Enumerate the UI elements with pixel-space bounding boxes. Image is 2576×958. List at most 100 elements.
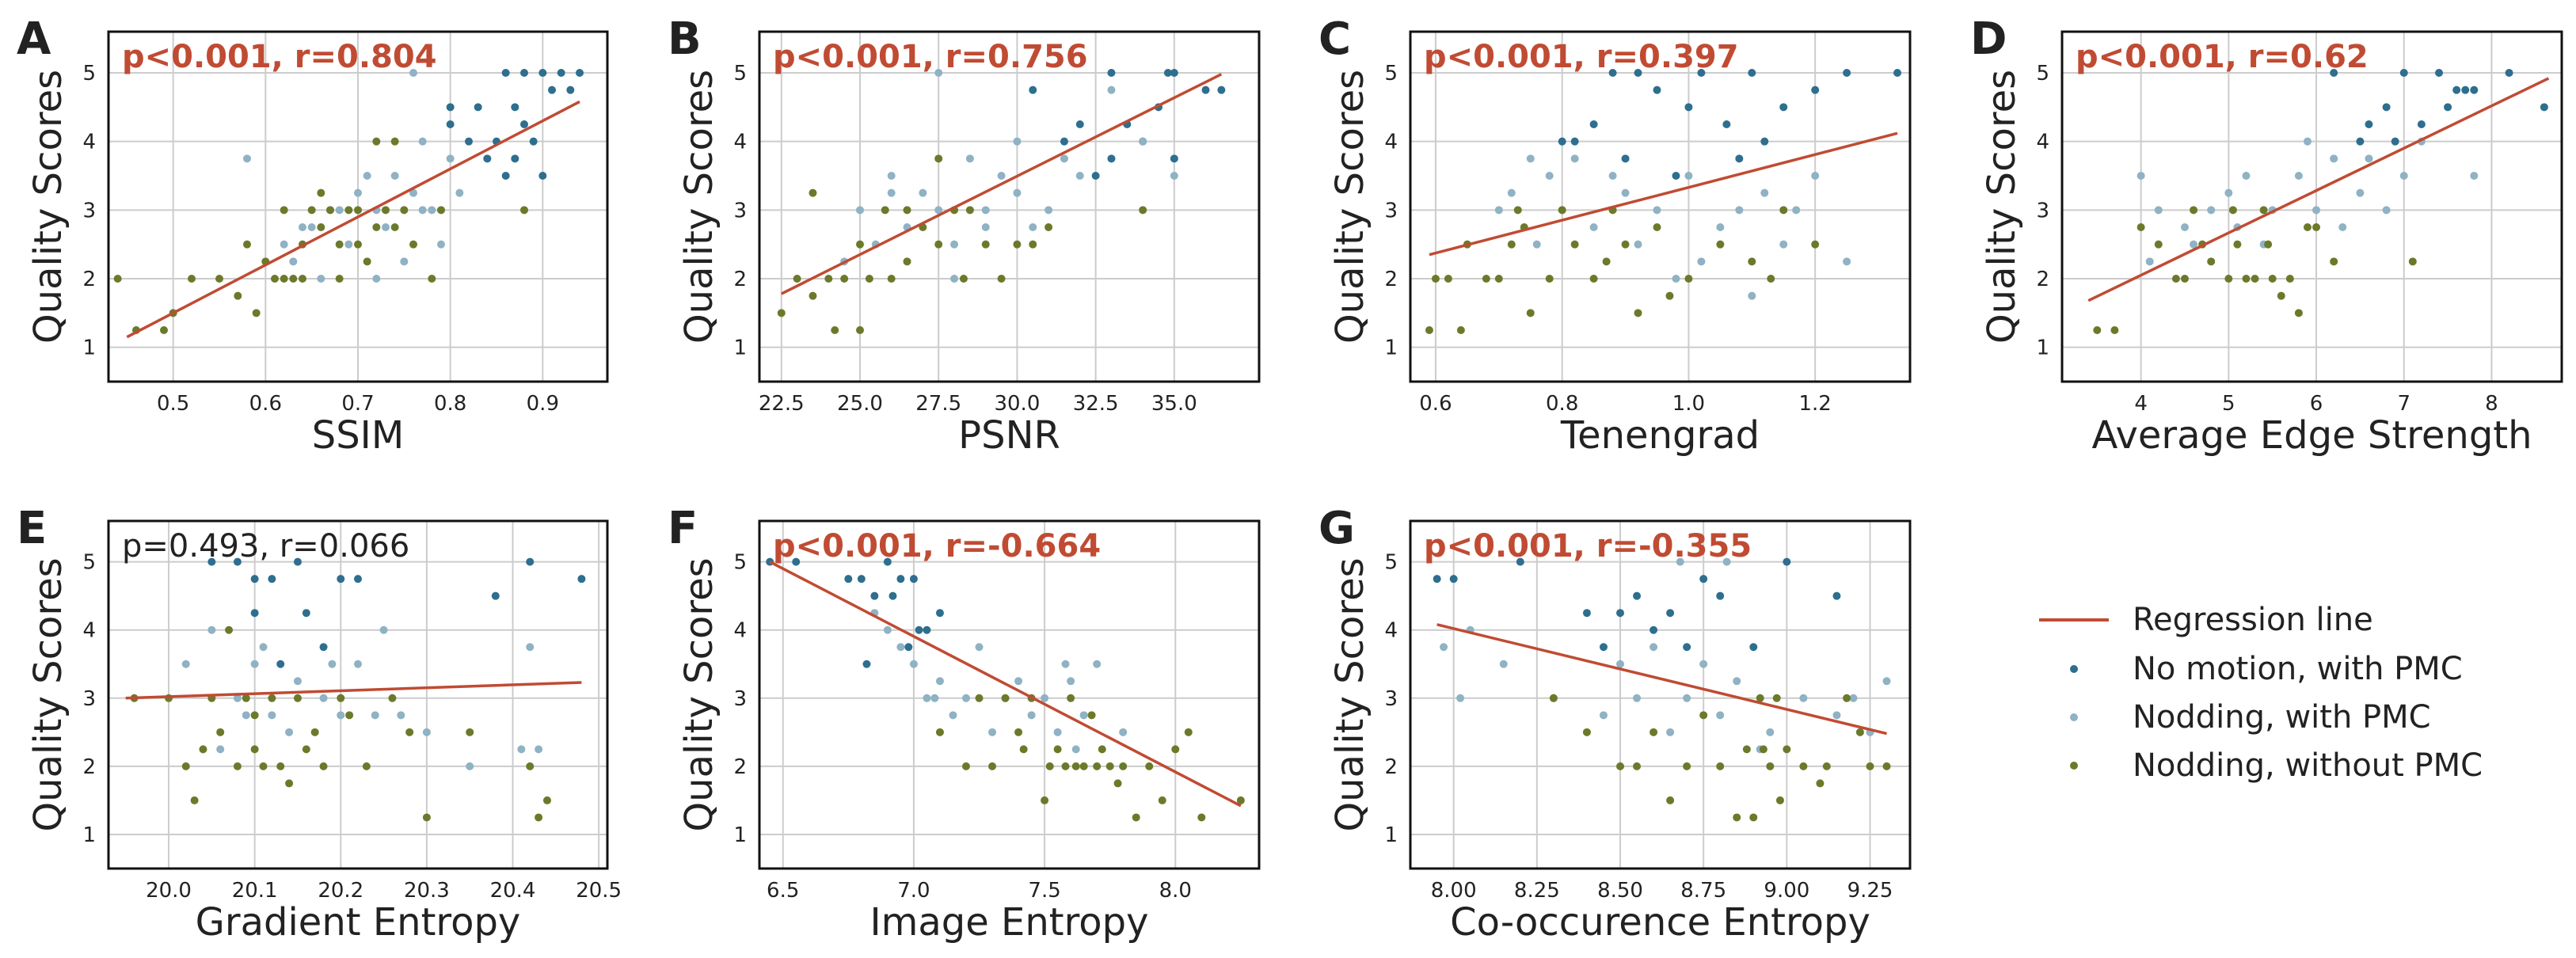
panel-c-point-no-motion-pmc <box>1558 137 1566 146</box>
panel-f-point-no-motion-pmc <box>888 591 897 600</box>
panel-c-point-nodding-pmc <box>1494 206 1503 215</box>
panel-c-point-nodding-pmc <box>1735 206 1744 215</box>
legend-nodding-pmc-label: Nodding, with PMC <box>2133 699 2431 736</box>
panel-e-point-nodding-pmc <box>319 694 328 702</box>
panel-a-point-nodding-pmc <box>344 240 353 249</box>
panel-d-point-nodding-pmc <box>2207 206 2216 215</box>
panel-g-point-no-motion-pmc <box>1749 643 1758 652</box>
panel-g-xtick-label: 8.25 <box>1514 879 1560 903</box>
panel-d-point-nodding-no-pmc <box>2330 257 2338 266</box>
panel-a-point-nodding-no-pmc <box>520 206 528 215</box>
panel-a-point-nodding-no-pmc <box>390 137 399 146</box>
panel-c-point-no-motion-pmc <box>1722 120 1731 128</box>
panel-c-point-no-motion-pmc <box>1843 69 1851 77</box>
panel-a-point-nodding-no-pmc <box>317 188 325 197</box>
panel-c-point-nodding-no-pmc <box>1602 257 1611 266</box>
panel-e-point-no-motion-pmc <box>207 557 216 566</box>
panel-g-point-no-motion-pmc <box>1683 643 1691 652</box>
panel-g: 1 2 3 4 5 8.00 8.25 8.50 8.75 9.00 9.25 p<0.001, r=… <box>1318 503 1912 945</box>
panel-e-letter: E <box>17 503 47 554</box>
panel-c-point-nodding-no-pmc <box>1570 240 1579 249</box>
panel-c-point-nodding-pmc <box>1634 240 1642 249</box>
panel-d-point-no-motion-pmc <box>2444 103 2452 112</box>
panel-e-point-nodding-pmc <box>285 728 294 736</box>
panel-g-point-nodding-pmc <box>1499 660 1508 668</box>
panel-d-point-nodding-pmc <box>2382 206 2391 215</box>
panel-f-plot-area <box>759 521 1259 869</box>
panel-c-point-nodding-pmc <box>1716 223 1725 231</box>
panel-f-point-nodding-pmc <box>1061 660 1070 668</box>
panel-a-point-nodding-no-pmc <box>160 326 168 334</box>
panel-b-point-nodding-pmc <box>934 69 943 77</box>
panel-f-point-no-motion-pmc <box>935 609 944 618</box>
panel-c-point-nodding-pmc <box>1507 188 1516 197</box>
panel-c-point-no-motion-pmc <box>1748 69 1756 77</box>
panel-g-point-nodding-no-pmc <box>1822 762 1831 770</box>
panel-c-point-no-motion-pmc <box>1608 69 1617 77</box>
panel-a-point-nodding-no-pmc <box>271 275 279 283</box>
panel-e-point-nodding-pmc <box>371 711 379 720</box>
panel-a-point-nodding-pmc <box>382 223 390 231</box>
panel-g-point-nodding-no-pmc <box>1866 762 1874 770</box>
panel-d-point-no-motion-pmc <box>2365 120 2373 128</box>
panel-e-xtick-label: 20.1 <box>232 879 278 903</box>
panel-a-frame <box>107 30 609 383</box>
panel-c-ytick-label: 5 <box>1384 62 1398 86</box>
panel-g-point-no-motion-pmc <box>1516 557 1524 566</box>
panel-d-point-nodding-pmc <box>2154 206 2163 215</box>
panel-d-point-no-motion-pmc <box>2391 137 2399 146</box>
panel-a-point-nodding-no-pmc <box>390 223 399 231</box>
panel-a-point-nodding-no-pmc <box>409 240 417 249</box>
panel-f-point-nodding-no-pmc <box>1067 694 1075 702</box>
panel-g-point-no-motion-pmc <box>1649 625 1658 634</box>
panel-f-xlabel: Image Entropy <box>869 900 1148 945</box>
panel-a-point-nodding-no-pmc <box>354 206 362 215</box>
panel-f-point-no-motion-pmc <box>909 575 918 584</box>
panel-f-point-nodding-no-pmc <box>1079 762 1088 770</box>
panel-c-letter: C <box>1318 13 1351 65</box>
legend-regression-label: Regression line <box>2133 602 2373 638</box>
panel-a-xlabel: SSIM <box>312 413 405 458</box>
panel-a-point-nodding-no-pmc <box>280 206 288 215</box>
panel-f-point-nodding-no-pmc <box>1184 728 1193 736</box>
panel-e-point-no-motion-pmc <box>337 575 345 584</box>
panel-e-ytick-label: 3 <box>82 687 96 711</box>
panel-g-point-nodding-pmc <box>1676 557 1684 566</box>
panel-f-point-nodding-pmc <box>923 694 931 702</box>
panel-e-point-nodding-pmc <box>268 711 276 720</box>
panel-f-point-nodding-no-pmc <box>1014 728 1023 736</box>
panel-g-ylabel: Quality Scores <box>1328 557 1372 831</box>
panel-g-point-nodding-pmc <box>1799 694 1808 702</box>
panel-e-point-nodding-no-pmc <box>293 694 302 702</box>
panel-a-point-nodding-pmc <box>243 154 251 163</box>
panel-d-point-nodding-pmc <box>2145 257 2154 266</box>
panel-b-point-nodding-pmc <box>919 188 927 197</box>
panel-f-point-no-motion-pmc <box>857 575 866 584</box>
panel-b-stats: p<0.001, r=0.756 <box>773 39 1088 75</box>
panel-c-point-nodding-pmc <box>1748 291 1756 300</box>
panel-b-point-nodding-no-pmc <box>934 240 943 249</box>
panel-a-point-nodding-no-pmc <box>382 206 390 215</box>
panel-d-point-nodding-no-pmc <box>2268 275 2277 283</box>
panel-a-point-no-motion-pmc <box>511 103 519 112</box>
panel-f-point-nodding-pmc <box>1041 694 1049 702</box>
panel-g-point-nodding-no-pmc <box>1749 813 1758 822</box>
panel-d-point-nodding-pmc <box>2399 172 2408 180</box>
panel-f-ytick-label: 2 <box>733 755 747 779</box>
panel-c-point-no-motion-pmc <box>1893 69 1902 77</box>
panel-a-point-nodding-pmc <box>363 172 371 180</box>
panel-b-point-no-motion-pmc <box>1060 137 1068 146</box>
panel-d-point-nodding-pmc <box>2303 137 2312 146</box>
panel-b-point-nodding-pmc <box>1013 188 1022 197</box>
panel-d-point-nodding-pmc <box>2190 240 2198 249</box>
panel-a-point-nodding-no-pmc <box>354 240 362 249</box>
panel-g-point-nodding-pmc <box>1722 557 1731 566</box>
panel-d-point-nodding-pmc <box>2137 172 2145 180</box>
panel-b-point-nodding-pmc <box>1013 137 1022 146</box>
panel-a-point-no-motion-pmc <box>520 69 528 77</box>
panel-g-stats: p<0.001, r=-0.355 <box>1424 528 1752 565</box>
panel-e-point-nodding-pmc <box>379 625 388 634</box>
panel-f-point-no-motion-pmc <box>844 575 853 584</box>
panel-c-point-nodding-no-pmc <box>1589 275 1598 283</box>
panel-f-point-nodding-pmc <box>935 677 944 686</box>
